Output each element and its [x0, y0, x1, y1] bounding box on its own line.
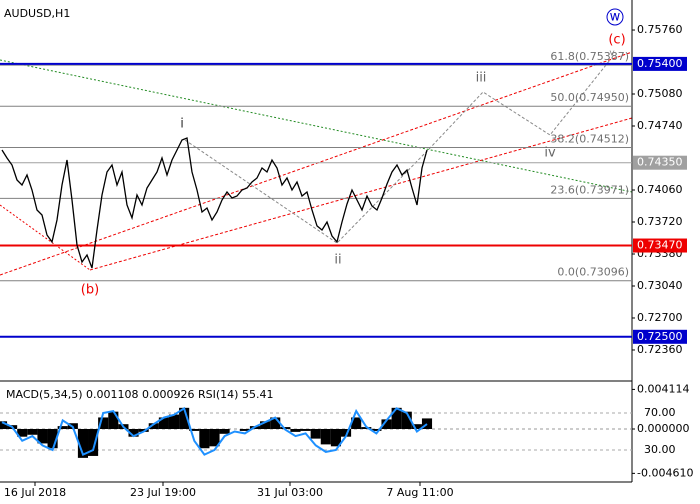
- x-tick-label: 16 Jul 2018: [4, 486, 66, 499]
- y-tick-label: 0.75080: [637, 87, 683, 100]
- y-tick-label: 0.74740: [637, 119, 683, 132]
- macd-bar: [179, 407, 190, 429]
- x-tick-label: 31 Jul 03:00: [257, 486, 323, 499]
- wave-label: (b): [81, 283, 99, 298]
- macd-bar: [98, 417, 109, 429]
- x-tick-label: 23 Jul 19:00: [130, 486, 196, 499]
- fib-label: 0.0(0.73096): [557, 266, 629, 279]
- macd-bar: [300, 428, 311, 431]
- macd-bar: [260, 421, 271, 429]
- rsi-line: [1, 406, 428, 456]
- price-box-label: 0.74350: [637, 156, 683, 169]
- indicator-title: MACD(5,34,5) 0.001108 0.000926 RSI(14) 5…: [6, 388, 273, 401]
- wave-label: w: [610, 10, 621, 25]
- price-box: [633, 56, 687, 71]
- y-tick-label: 0.75760: [637, 23, 683, 36]
- price-box-label: 0.73470: [637, 239, 683, 252]
- y-tick-label: 0.000000: [637, 422, 690, 435]
- price-line: [1, 137, 428, 269]
- wave-label: iv: [544, 146, 556, 161]
- y-tick-label: 0.72700: [637, 311, 683, 324]
- macd-bar: [27, 428, 38, 435]
- chart-title: AUDUSD,H1: [4, 7, 70, 20]
- macd-bar: [108, 411, 119, 429]
- price-box: [633, 155, 687, 170]
- macd-bar: [340, 428, 352, 437]
- wave-label: v: [609, 49, 615, 59]
- wave-circle: [606, 8, 624, 26]
- x-tick-label: 7 Aug 11:00: [386, 486, 453, 499]
- macd-bar: [270, 417, 281, 429]
- macd-bar: [330, 428, 341, 447]
- y-tick-label: 0.73040: [637, 279, 683, 292]
- macd-bar: [219, 428, 230, 434]
- macd-bar: [290, 428, 301, 432]
- y-tick-label: 0.004114: [637, 382, 690, 395]
- wave-label: i: [180, 117, 184, 132]
- trend-lines: [0, 51, 633, 276]
- macd-bar: [401, 411, 412, 429]
- price-box-label: 0.75400: [637, 57, 683, 70]
- macd-bar: [17, 428, 28, 437]
- macd-bar: [168, 414, 180, 429]
- y2-tick-label: 30.00: [644, 443, 676, 456]
- price-box-label: 0.72500: [637, 330, 683, 343]
- macd-bar: [381, 419, 392, 429]
- macd-bar: [57, 426, 68, 429]
- trend-line: [0, 204, 91, 271]
- macd-bar: [310, 428, 321, 439]
- wave-label: (c): [608, 33, 625, 48]
- macd-bar: [351, 417, 362, 429]
- fib-label: 50.0(0.74950): [550, 91, 629, 104]
- fib-label: 23.6(0.73971): [550, 183, 629, 196]
- macd-bar: [239, 428, 250, 431]
- fib-label: 61.8(0.75387): [550, 50, 629, 63]
- macd-bar: [280, 427, 291, 429]
- wave-label: iii: [476, 71, 487, 86]
- macd-bar: [209, 428, 220, 447]
- macd-bar: [199, 428, 210, 449]
- macd-bar: [421, 418, 433, 429]
- price-box: [633, 329, 687, 344]
- fib-label: 38.2(0.74512): [550, 132, 629, 145]
- macd-bar: [320, 428, 331, 445]
- macd-bar: [37, 428, 48, 444]
- macd-bar: [77, 428, 89, 458]
- trend-line: [0, 51, 633, 276]
- macd-bar: [148, 423, 159, 429]
- macd-bar: [128, 428, 139, 437]
- y2-tick-label: 70.00: [644, 406, 676, 419]
- y-tick-label: 0.73720: [637, 215, 683, 228]
- wave-label: ii: [334, 253, 341, 268]
- price-box: [633, 238, 687, 253]
- macd-bar: [0, 421, 8, 429]
- y-tick-label: 0.72360: [637, 343, 683, 356]
- y-tick-label: 0.74060: [637, 183, 683, 196]
- y-tick-label: -0.004610: [637, 466, 693, 479]
- macd-bar: [158, 417, 169, 429]
- macd-bar: [88, 428, 99, 456]
- macd-bar: [189, 428, 200, 431]
- macd-bar: [391, 407, 402, 429]
- macd-bar: [371, 428, 382, 431]
- wave-projection: [184, 59, 611, 244]
- macd-bar: [47, 428, 58, 449]
- trend-line: [89, 117, 633, 271]
- macd-bar: [411, 424, 422, 429]
